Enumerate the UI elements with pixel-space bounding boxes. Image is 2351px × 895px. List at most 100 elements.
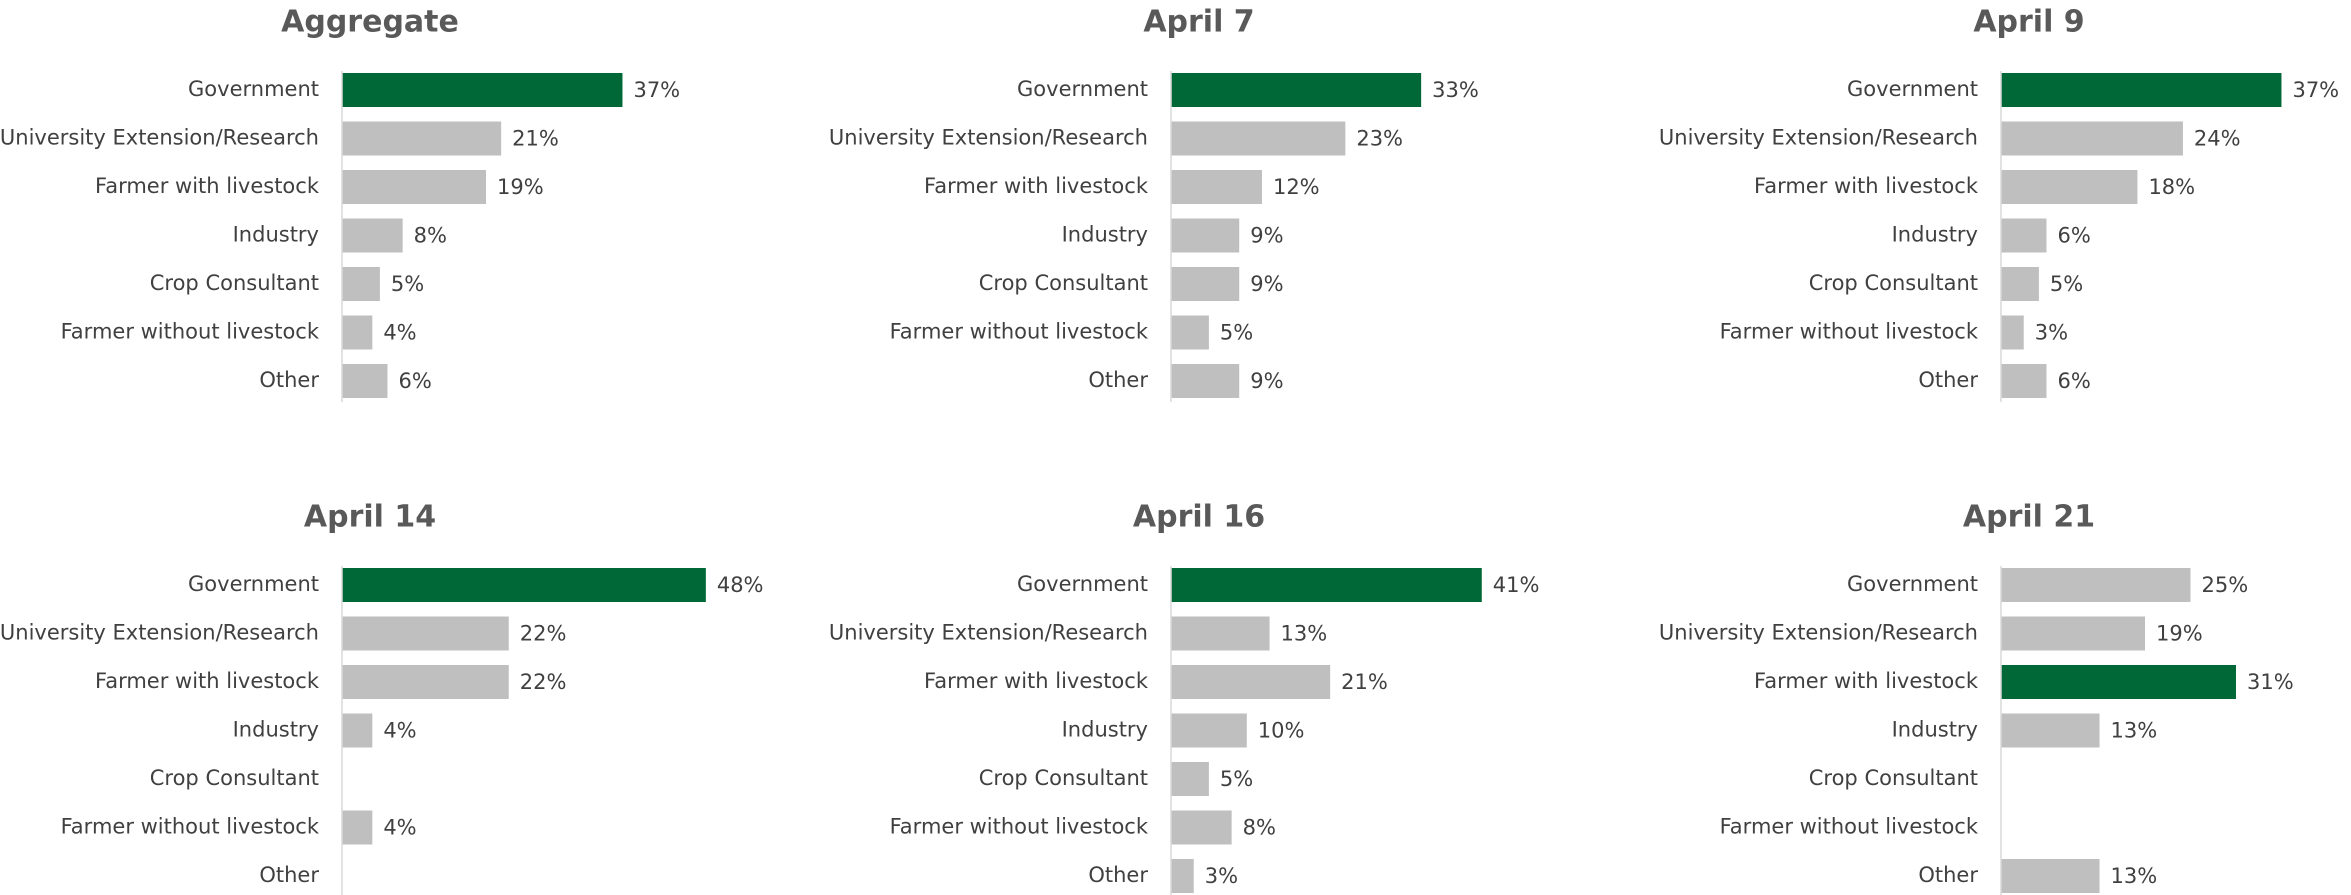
category-label: Government [1847,572,1978,596]
bar [342,810,373,845]
category-label: Government [1017,572,1148,596]
bar [2001,665,2236,699]
bar [1171,810,1232,845]
bar [2001,859,2100,893]
category-label: Government [188,572,319,596]
bar [1171,859,1194,893]
category-label: Industry [1892,223,1978,247]
chart-title: Aggregate [281,5,459,40]
bar [342,364,388,398]
category-label: Other [1088,368,1148,392]
category-label: Crop Consultant [1809,271,1978,295]
category-label: Other [259,368,319,392]
bar [1171,568,1482,602]
category-label: Other [259,863,319,887]
data-label: 18% [2148,175,2195,199]
data-label: 3% [2035,321,2068,345]
data-label: 6% [398,369,431,393]
data-label: 19% [2156,622,2203,646]
data-label: 5% [391,272,424,296]
category-label: Farmer without livestock [61,815,320,839]
bar [342,665,509,699]
category-label: Farmer with livestock [924,669,1149,693]
bar [342,170,487,204]
category-label: Industry [233,223,319,247]
data-label: 3% [1205,864,1238,888]
bar [1171,170,1262,204]
bar [2001,218,2047,253]
data-label: 41% [1493,573,1540,597]
data-label: 9% [1250,369,1283,393]
chart-title: April 9 [1973,5,2084,40]
bar [2001,121,2183,156]
data-label: 5% [1220,321,1253,345]
category-label: Industry [1892,718,1978,742]
data-label: 37% [2292,78,2339,102]
bar [2001,170,2138,204]
category-label: Farmer without livestock [61,320,320,344]
data-label: 48% [717,573,764,597]
bar [342,315,373,350]
bar [342,73,623,107]
data-label: 5% [1220,767,1253,791]
data-label: 8% [414,224,447,248]
category-label: Other [1918,863,1978,887]
bar [2001,364,2047,398]
category-label: Crop Consultant [1809,766,1978,790]
bar [342,616,509,651]
data-label: 21% [512,127,559,151]
data-label: 9% [1250,272,1283,296]
category-label: Farmer without livestock [890,320,1149,344]
category-label: Farmer with livestock [95,669,320,693]
chart-title: April 7 [1143,5,1254,40]
data-label: 33% [1432,78,1479,102]
data-label: 12% [1273,175,1320,199]
bar [1171,616,1270,651]
bar [2001,315,2024,350]
category-label: Farmer without livestock [890,815,1149,839]
category-label: Industry [233,718,319,742]
data-label: 8% [1243,816,1276,840]
bar [1171,218,1240,253]
data-label: 4% [383,321,416,345]
data-label: 13% [2111,864,2158,888]
category-label: Government [1017,77,1148,101]
data-label: 24% [2194,127,2241,151]
category-label: Farmer with livestock [1754,174,1979,198]
data-label: 19% [497,175,544,199]
category-label: Other [1088,863,1148,887]
category-label: University Extension/Research [0,621,319,645]
data-label: 25% [2202,573,2249,597]
category-label: Farmer without livestock [1720,320,1979,344]
data-label: 6% [2057,224,2090,248]
bar [342,121,502,156]
category-label: Crop Consultant [979,766,1148,790]
data-label: 4% [383,719,416,743]
bar [342,218,403,253]
category-label: University Extension/Research [0,126,319,150]
data-label: 6% [2057,369,2090,393]
bar [1171,267,1240,301]
category-label: Government [1847,77,1978,101]
bar [2001,73,2282,107]
category-label: University Extension/Research [1659,126,1978,150]
bar [1171,665,1331,699]
category-label: Crop Consultant [979,271,1148,295]
data-label: 23% [1356,127,1403,151]
category-label: Other [1918,368,1978,392]
bar [342,713,373,748]
category-label: Industry [1062,223,1148,247]
category-label: University Extension/Research [1659,621,1978,645]
category-label: Farmer with livestock [95,174,320,198]
category-label: Crop Consultant [150,766,319,790]
category-label: Industry [1062,718,1148,742]
bar [1171,315,1209,350]
category-label: Farmer with livestock [924,174,1149,198]
data-label: 31% [2247,670,2294,694]
bar [1171,762,1209,796]
chart-title: April 16 [1133,500,1265,535]
data-label: 13% [2111,719,2158,743]
chart-title: April 14 [304,500,436,535]
chart-title: April 21 [1963,500,2095,535]
